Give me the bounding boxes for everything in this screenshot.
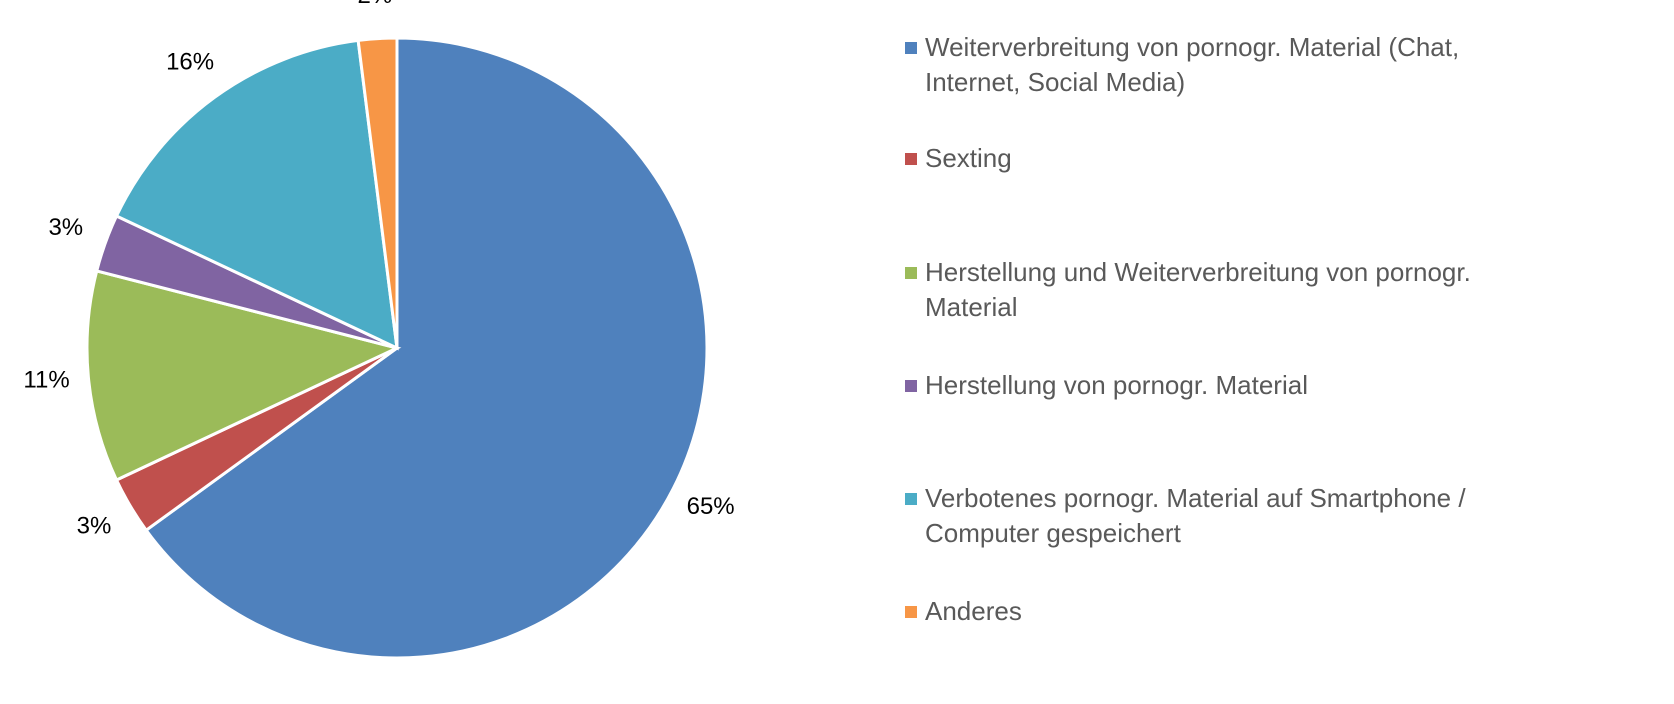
legend-label: Verbotenes pornogr. Material auf Smartph…: [925, 483, 1466, 548]
data-label: 3%: [77, 513, 112, 540]
legend-item: Anderes: [905, 594, 1565, 629]
data-label: 11%: [23, 366, 69, 393]
data-label: 16%: [166, 49, 214, 76]
legend-swatch: [905, 606, 917, 618]
legend-label: Weiterverbreitung von pornogr. Material …: [925, 32, 1460, 97]
legend-item: Weiterverbreitung von pornogr. Material …: [905, 30, 1565, 100]
pie-slice: [114, 38, 399, 351]
pie-slice: [85, 269, 402, 482]
data-label: 3%: [48, 214, 83, 241]
legend-label: Anderes: [925, 596, 1022, 626]
data-label: 65%: [687, 493, 735, 520]
legend-item: Sexting: [905, 141, 1565, 176]
legend-swatch: [905, 153, 917, 165]
legend-item: Herstellung von pornogr. Material: [905, 368, 1565, 403]
legend-swatch: [905, 42, 917, 54]
legend-label: Herstellung und Weiterverbreitung von po…: [925, 257, 1471, 322]
pie-slice: [144, 36, 709, 660]
pie-slice: [356, 36, 399, 349]
data-label: 2%: [358, 0, 393, 9]
legend-label: Herstellung von pornogr. Material: [925, 370, 1308, 400]
legend-item: Verbotenes pornogr. Material auf Smartph…: [905, 481, 1565, 551]
legend-swatch: [905, 267, 917, 279]
legend-swatch: [905, 493, 917, 505]
legend-swatch: [905, 380, 917, 392]
legend-item: Herstellung und Weiterverbreitung von po…: [905, 255, 1565, 325]
legend-label: Sexting: [925, 143, 1012, 173]
